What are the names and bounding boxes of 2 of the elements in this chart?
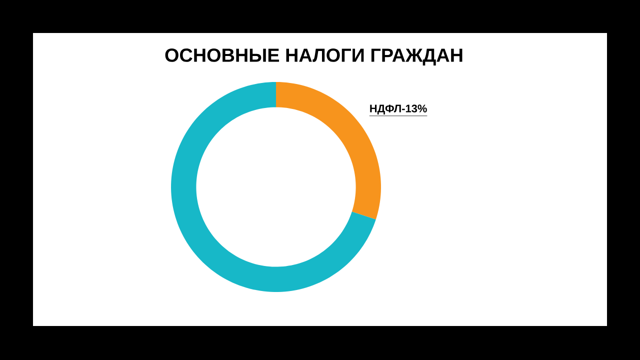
slice-label: НДФЛ-13% (370, 104, 427, 114)
chart-title: ОСНОВНЫЕ НАЛОГИ ГРАЖДАН (165, 48, 462, 66)
